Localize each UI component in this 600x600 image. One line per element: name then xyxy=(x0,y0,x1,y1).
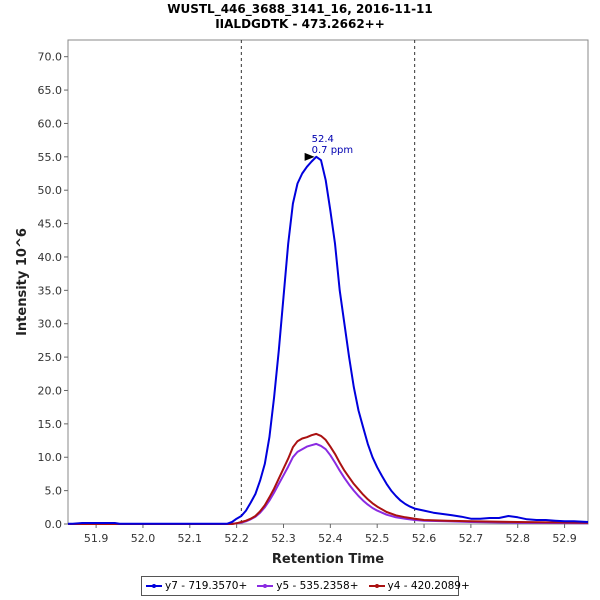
y-axis: 0.0 5.0 10.0 15.0 20.0 25.0 30.0 35.0 40.0 45.0 50… xyxy=(38,51,68,531)
legend-label: y4 - 420.2089+ xyxy=(387,580,470,592)
y-tick-label: 55.0 xyxy=(38,151,63,164)
legend-swatch xyxy=(368,582,385,590)
chart-title: WUSTL_446_3688_3141_16, 2016-11-11 xyxy=(167,2,433,16)
x-tick-label: 52.8 xyxy=(505,532,530,545)
peak-retention-label: 52.4 xyxy=(312,134,334,145)
x-tick-label: 52.3 xyxy=(271,532,296,545)
legend-swatch xyxy=(257,582,274,590)
y-tick-label: 0.0 xyxy=(45,518,63,531)
x-tick-label: 51.9 xyxy=(84,532,109,545)
series-line-y4 xyxy=(68,432,589,525)
series-lines xyxy=(68,155,589,525)
y-tick-label: 15.0 xyxy=(38,418,63,431)
x-tick-label: 52.4 xyxy=(318,532,343,545)
legend-swatch xyxy=(146,582,162,590)
legend-item-y5[interactable]: y5 - 535.2358+ xyxy=(257,580,359,592)
y-tick-label: 70.0 xyxy=(38,51,63,64)
legend-item-y4[interactable]: y4 - 420.2089+ xyxy=(368,580,470,592)
x-tick-label: 52.7 xyxy=(459,532,484,545)
legend-label: y5 - 535.2358+ xyxy=(276,580,359,592)
y-tick-label: 50.0 xyxy=(38,184,63,197)
y-tick-label: 65.0 xyxy=(38,84,63,97)
legend-item-y7[interactable]: y7 - 719.3570+ xyxy=(146,580,247,592)
series-line-y7 xyxy=(68,155,589,525)
x-axis-title: Retention Time xyxy=(272,552,384,567)
x-tick-label: 52.9 xyxy=(552,532,577,545)
legend: y7 - 719.3570+ y5 - 535.2358+ y4 - 420.2… xyxy=(141,576,470,596)
y-tick-label: 40.0 xyxy=(38,251,63,264)
y-tick-label: 10.0 xyxy=(38,451,63,464)
x-tick-label: 52.6 xyxy=(412,532,437,545)
y-tick-label: 35.0 xyxy=(38,284,63,297)
y-tick-label: 60.0 xyxy=(38,117,63,130)
y-tick-label: 5.0 xyxy=(45,485,63,498)
x-axis: 51.9 52.0 52.1 52.2 52.3 52.4 52.5 52.6 52.7 52.8… xyxy=(84,524,577,545)
x-tick-label: 52.1 xyxy=(178,532,203,545)
chart-subtitle: IIALDGDTK - 473.2662++ xyxy=(215,17,385,31)
y-tick-label: 20.0 xyxy=(38,384,63,397)
legend-label: y7 - 719.3570+ xyxy=(165,580,248,592)
y-tick-label: 25.0 xyxy=(38,351,63,364)
peak-annotation: 52.4 0.7 ppm xyxy=(304,134,354,161)
integration-boundaries xyxy=(240,40,416,524)
y-tick-label: 45.0 xyxy=(38,218,63,231)
x-tick-label: 52.5 xyxy=(365,532,390,545)
x-tick-label: 52.0 xyxy=(131,532,156,545)
x-tick-label: 52.2 xyxy=(224,532,249,545)
y-tick-label: 30.0 xyxy=(38,318,63,331)
peak-ppm-label: 0.7 ppm xyxy=(312,145,354,156)
y-axis-title: Intensity 10^6 xyxy=(15,228,30,336)
peak-arrow-icon xyxy=(304,152,315,161)
